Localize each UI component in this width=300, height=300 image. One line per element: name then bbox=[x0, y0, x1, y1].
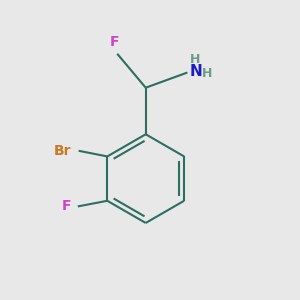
Text: Br: Br bbox=[54, 144, 71, 158]
Text: N: N bbox=[190, 64, 202, 80]
Text: H: H bbox=[202, 67, 213, 80]
Text: F: F bbox=[62, 200, 71, 213]
Text: F: F bbox=[110, 35, 120, 49]
Text: H: H bbox=[190, 53, 200, 66]
